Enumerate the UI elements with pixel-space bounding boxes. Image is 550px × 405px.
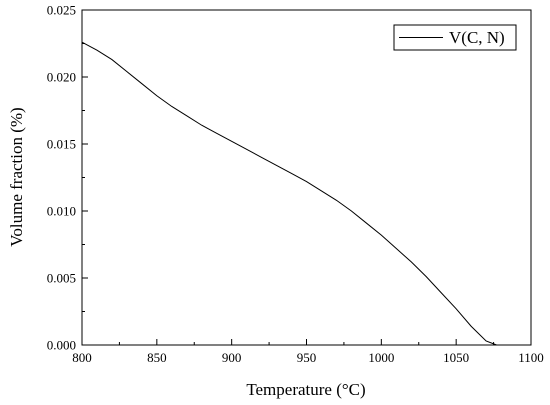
x-tick-label: 800 — [72, 350, 92, 365]
y-tick-label: 0.005 — [47, 271, 76, 286]
y-tick-label: 0.010 — [47, 204, 76, 219]
series-line-vcn — [81, 41, 497, 346]
y-tick-label: 0.025 — [47, 3, 76, 18]
y-tick-label: 0.015 — [47, 137, 76, 152]
x-axis: 800 850 900 950 1000 1050 1100 — [72, 339, 544, 365]
x-tick-label: 900 — [222, 350, 242, 365]
x-tick-label: 1000 — [368, 350, 394, 365]
series-layer — [81, 41, 497, 346]
plot-frame — [81, 9, 532, 346]
x-tick-label: 950 — [297, 350, 317, 365]
y-axis: 0.000 0.005 0.010 0.015 0.020 0.025 — [47, 3, 88, 353]
x-tick-label: 1100 — [518, 350, 544, 365]
y-tick-label: 0.000 — [47, 338, 76, 353]
legend-label: V(C, N) — [449, 28, 505, 47]
x-tick-label: 1050 — [443, 350, 469, 365]
x-tick-label: 850 — [147, 350, 167, 365]
y-tick-label: 0.020 — [47, 70, 76, 85]
legend: V(C, N) — [393, 24, 517, 51]
y-axis-title: Volume fraction (%) — [7, 107, 26, 246]
x-axis-title: Temperature (°C) — [246, 380, 365, 399]
